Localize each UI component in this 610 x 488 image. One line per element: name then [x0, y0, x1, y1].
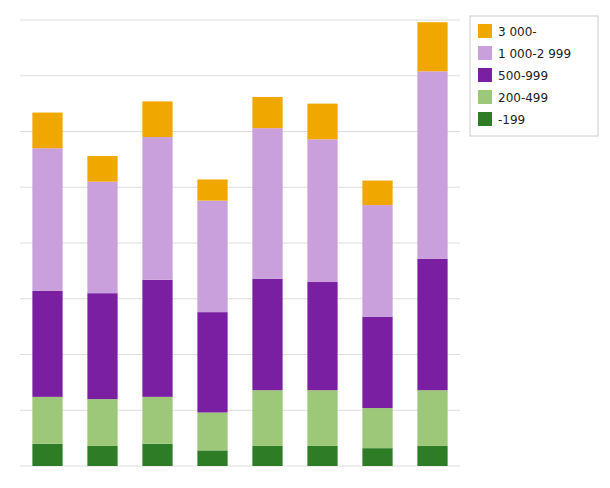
grid-line: [20, 298, 460, 299]
bar-segment: [362, 181, 392, 206]
grid-line: [20, 75, 460, 76]
bar-segment: [32, 148, 62, 291]
legend-label: 3 000-: [498, 25, 537, 39]
grid-line: [20, 243, 460, 244]
legend-swatch: [478, 24, 492, 38]
bar-segment: [87, 156, 117, 182]
legend-label: 1 000-2 999: [498, 47, 571, 61]
bar-segment: [197, 450, 227, 466]
bar-segment: [417, 71, 447, 258]
bar-segment: [307, 282, 337, 390]
bars: [32, 22, 447, 466]
series: [32, 22, 447, 205]
legend-label: 200-499: [498, 91, 548, 105]
bar-segment: [307, 446, 337, 466]
bar-segment: [252, 97, 282, 128]
bar-segment: [197, 412, 227, 450]
grid-line: [20, 466, 460, 467]
legend-label: -199: [498, 113, 525, 127]
bar-segment: [197, 312, 227, 412]
bar-segment: [252, 128, 282, 279]
bar-segment: [32, 397, 62, 444]
bar-segment: [142, 137, 172, 280]
legend-label: 500-999: [498, 69, 548, 83]
legend-swatch: [478, 112, 492, 126]
bar-segment: [307, 390, 337, 446]
bar-segment: [307, 139, 337, 282]
bar-segment: [32, 444, 62, 466]
chart: 3 000- 1 000-2 999 500-999 200-499 -199: [0, 0, 610, 488]
bar-segment: [362, 448, 392, 466]
grid-line: [20, 187, 460, 188]
chart-container: 3 000- 1 000-2 999 500-999 200-499 -199: [0, 0, 610, 488]
series: [32, 71, 447, 316]
bar-segment: [142, 397, 172, 444]
bar-segment: [252, 446, 282, 466]
bar-segment: [362, 205, 392, 317]
grid-line: [20, 410, 460, 411]
legend-swatch: [478, 46, 492, 60]
grid-line: [20, 20, 460, 21]
bar-segment: [142, 280, 172, 397]
bar-segment: [142, 101, 172, 137]
bar-segment: [87, 182, 117, 293]
legend-swatch: [478, 68, 492, 82]
bar-segment: [32, 113, 62, 149]
bar-segment: [417, 22, 447, 71]
legend: 3 000- 1 000-2 999 500-999 200-499 -199: [470, 16, 598, 136]
legend-frame: [470, 16, 598, 136]
bar-segment: [307, 104, 337, 140]
bar-segment: [32, 291, 62, 397]
bar-segment: [252, 390, 282, 446]
bar-segment: [197, 179, 227, 200]
bar-segment: [417, 259, 447, 391]
bar-segment: [197, 201, 227, 313]
bar-segment: [87, 293, 117, 399]
grid-line: [20, 131, 460, 132]
grid-line: [20, 354, 460, 355]
legend-swatch: [478, 90, 492, 104]
bar-segment: [252, 279, 282, 391]
bar-segment: [87, 399, 117, 446]
bar-segment: [142, 444, 172, 466]
bar-segment: [362, 317, 392, 408]
grid: [20, 20, 460, 466]
bar-segment: [417, 390, 447, 446]
bar-segment: [87, 446, 117, 466]
bar-segment: [362, 408, 392, 448]
bar-segment: [417, 446, 447, 466]
